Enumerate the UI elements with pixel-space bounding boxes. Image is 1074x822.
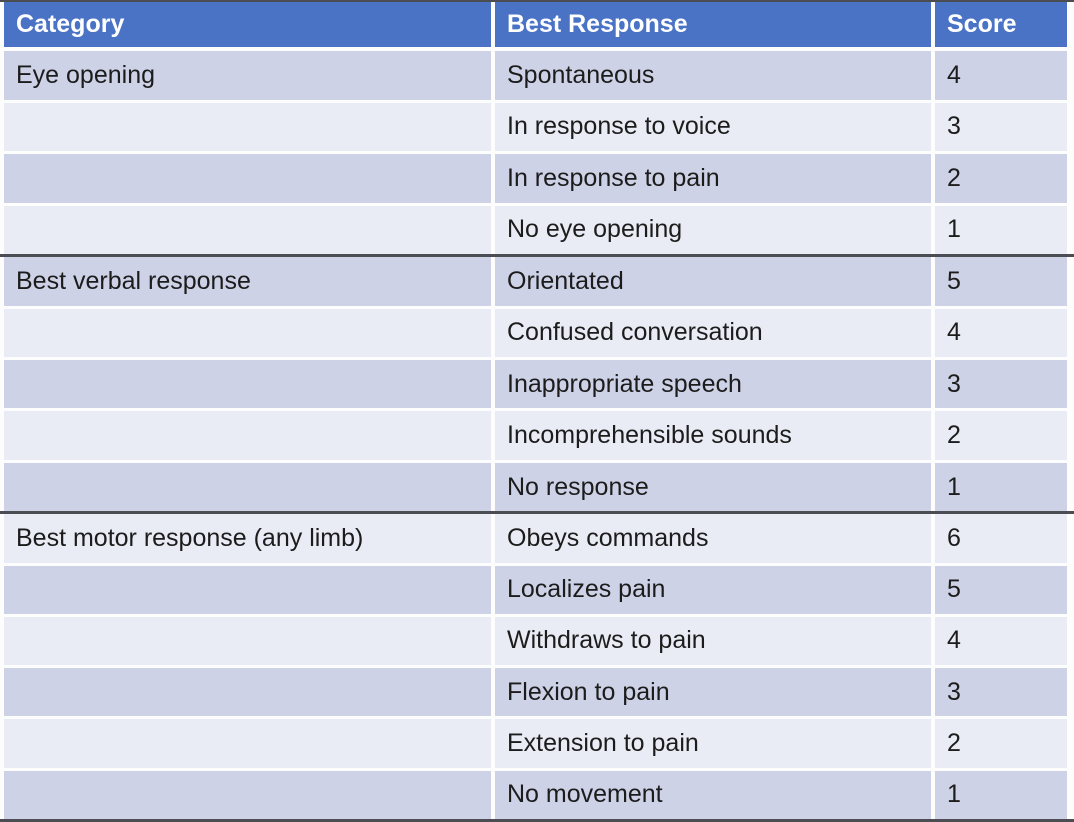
response-cell: In response to voice xyxy=(495,102,931,152)
score-cell: 5 xyxy=(935,565,1067,614)
score-cell: 5 xyxy=(935,257,1067,306)
category-cell xyxy=(4,770,491,819)
response-cell: No movement xyxy=(495,770,931,819)
table-row: Confused conversation 4 xyxy=(0,305,1074,358)
response-cell: No eye opening xyxy=(495,205,931,255)
table-section: Best verbal response Orientated 5 Confus… xyxy=(0,257,1074,512)
score-cell: 2 xyxy=(935,719,1067,768)
response-cell: Orientated xyxy=(495,257,931,306)
category-cell: Best motor response (any limb) xyxy=(4,514,491,563)
response-cell: Localizes pain xyxy=(495,565,931,614)
table-row: Best motor response (any limb) Obeys com… xyxy=(0,514,1074,563)
table-bottom-border xyxy=(0,819,1074,822)
category-cell: Best verbal response xyxy=(4,257,491,306)
table-row: In response to pain 2 xyxy=(0,151,1074,203)
response-cell: In response to pain xyxy=(495,154,931,203)
score-cell: 3 xyxy=(935,668,1067,717)
category-cell xyxy=(4,462,491,512)
column-header-best-response: Best Response xyxy=(495,2,931,47)
table-row: Inappropriate speech 3 xyxy=(0,357,1074,409)
table-row: No response 1 xyxy=(0,459,1074,512)
score-cell: 3 xyxy=(935,102,1067,152)
table-row: No eye opening 1 xyxy=(0,202,1074,255)
category-cell xyxy=(4,360,491,409)
header-body-gap xyxy=(0,47,1074,51)
table-row: Best verbal response Orientated 5 xyxy=(0,257,1074,306)
score-cell: 4 xyxy=(935,308,1067,358)
table-row: Incomprehensible sounds 2 xyxy=(0,408,1074,460)
response-cell: Inappropriate speech xyxy=(495,360,931,409)
column-header-score: Score xyxy=(935,2,1067,47)
category-cell xyxy=(4,308,491,358)
section-divider xyxy=(0,254,1074,258)
category-cell xyxy=(4,719,491,768)
table-row: In response to voice 3 xyxy=(0,99,1074,152)
category-cell: Eye opening xyxy=(4,51,491,100)
score-cell: 3 xyxy=(935,360,1067,409)
score-cell: 4 xyxy=(935,51,1067,100)
score-cell: 6 xyxy=(935,514,1067,563)
table-row: Eye opening Spontaneous 4 xyxy=(0,51,1074,100)
category-cell xyxy=(4,205,491,255)
category-cell xyxy=(4,154,491,203)
response-cell: Extension to pain xyxy=(495,719,931,768)
response-cell: Spontaneous xyxy=(495,51,931,100)
response-cell: No response xyxy=(495,462,931,512)
table-header-row: Category Best Response Score xyxy=(0,2,1074,47)
table-section: Best motor response (any limb) Obeys com… xyxy=(0,514,1074,819)
table-row: Extension to pain 2 xyxy=(0,716,1074,768)
table-row: Flexion to pain 3 xyxy=(0,665,1074,717)
table-row: No movement 1 xyxy=(0,767,1074,819)
score-cell: 4 xyxy=(935,616,1067,666)
response-cell: Incomprehensible sounds xyxy=(495,411,931,460)
column-header-category: Category xyxy=(4,2,491,47)
category-cell xyxy=(4,616,491,666)
score-cell: 1 xyxy=(935,770,1067,819)
score-cell: 1 xyxy=(935,205,1067,255)
score-cell: 2 xyxy=(935,411,1067,460)
score-cell: 2 xyxy=(935,154,1067,203)
category-cell xyxy=(4,565,491,614)
category-cell xyxy=(4,411,491,460)
response-cell: Flexion to pain xyxy=(495,668,931,717)
response-cell: Confused conversation xyxy=(495,308,931,358)
table-row: Withdraws to pain 4 xyxy=(0,613,1074,666)
category-cell xyxy=(4,102,491,152)
score-cell: 1 xyxy=(935,462,1067,512)
category-cell xyxy=(4,668,491,717)
table-top-border xyxy=(0,0,1074,2)
response-cell: Obeys commands xyxy=(495,514,931,563)
response-cell: Withdraws to pain xyxy=(495,616,931,666)
table-section: Eye opening Spontaneous 4 In response to… xyxy=(0,51,1074,255)
table-row: Localizes pain 5 xyxy=(0,562,1074,614)
section-divider xyxy=(0,511,1074,515)
